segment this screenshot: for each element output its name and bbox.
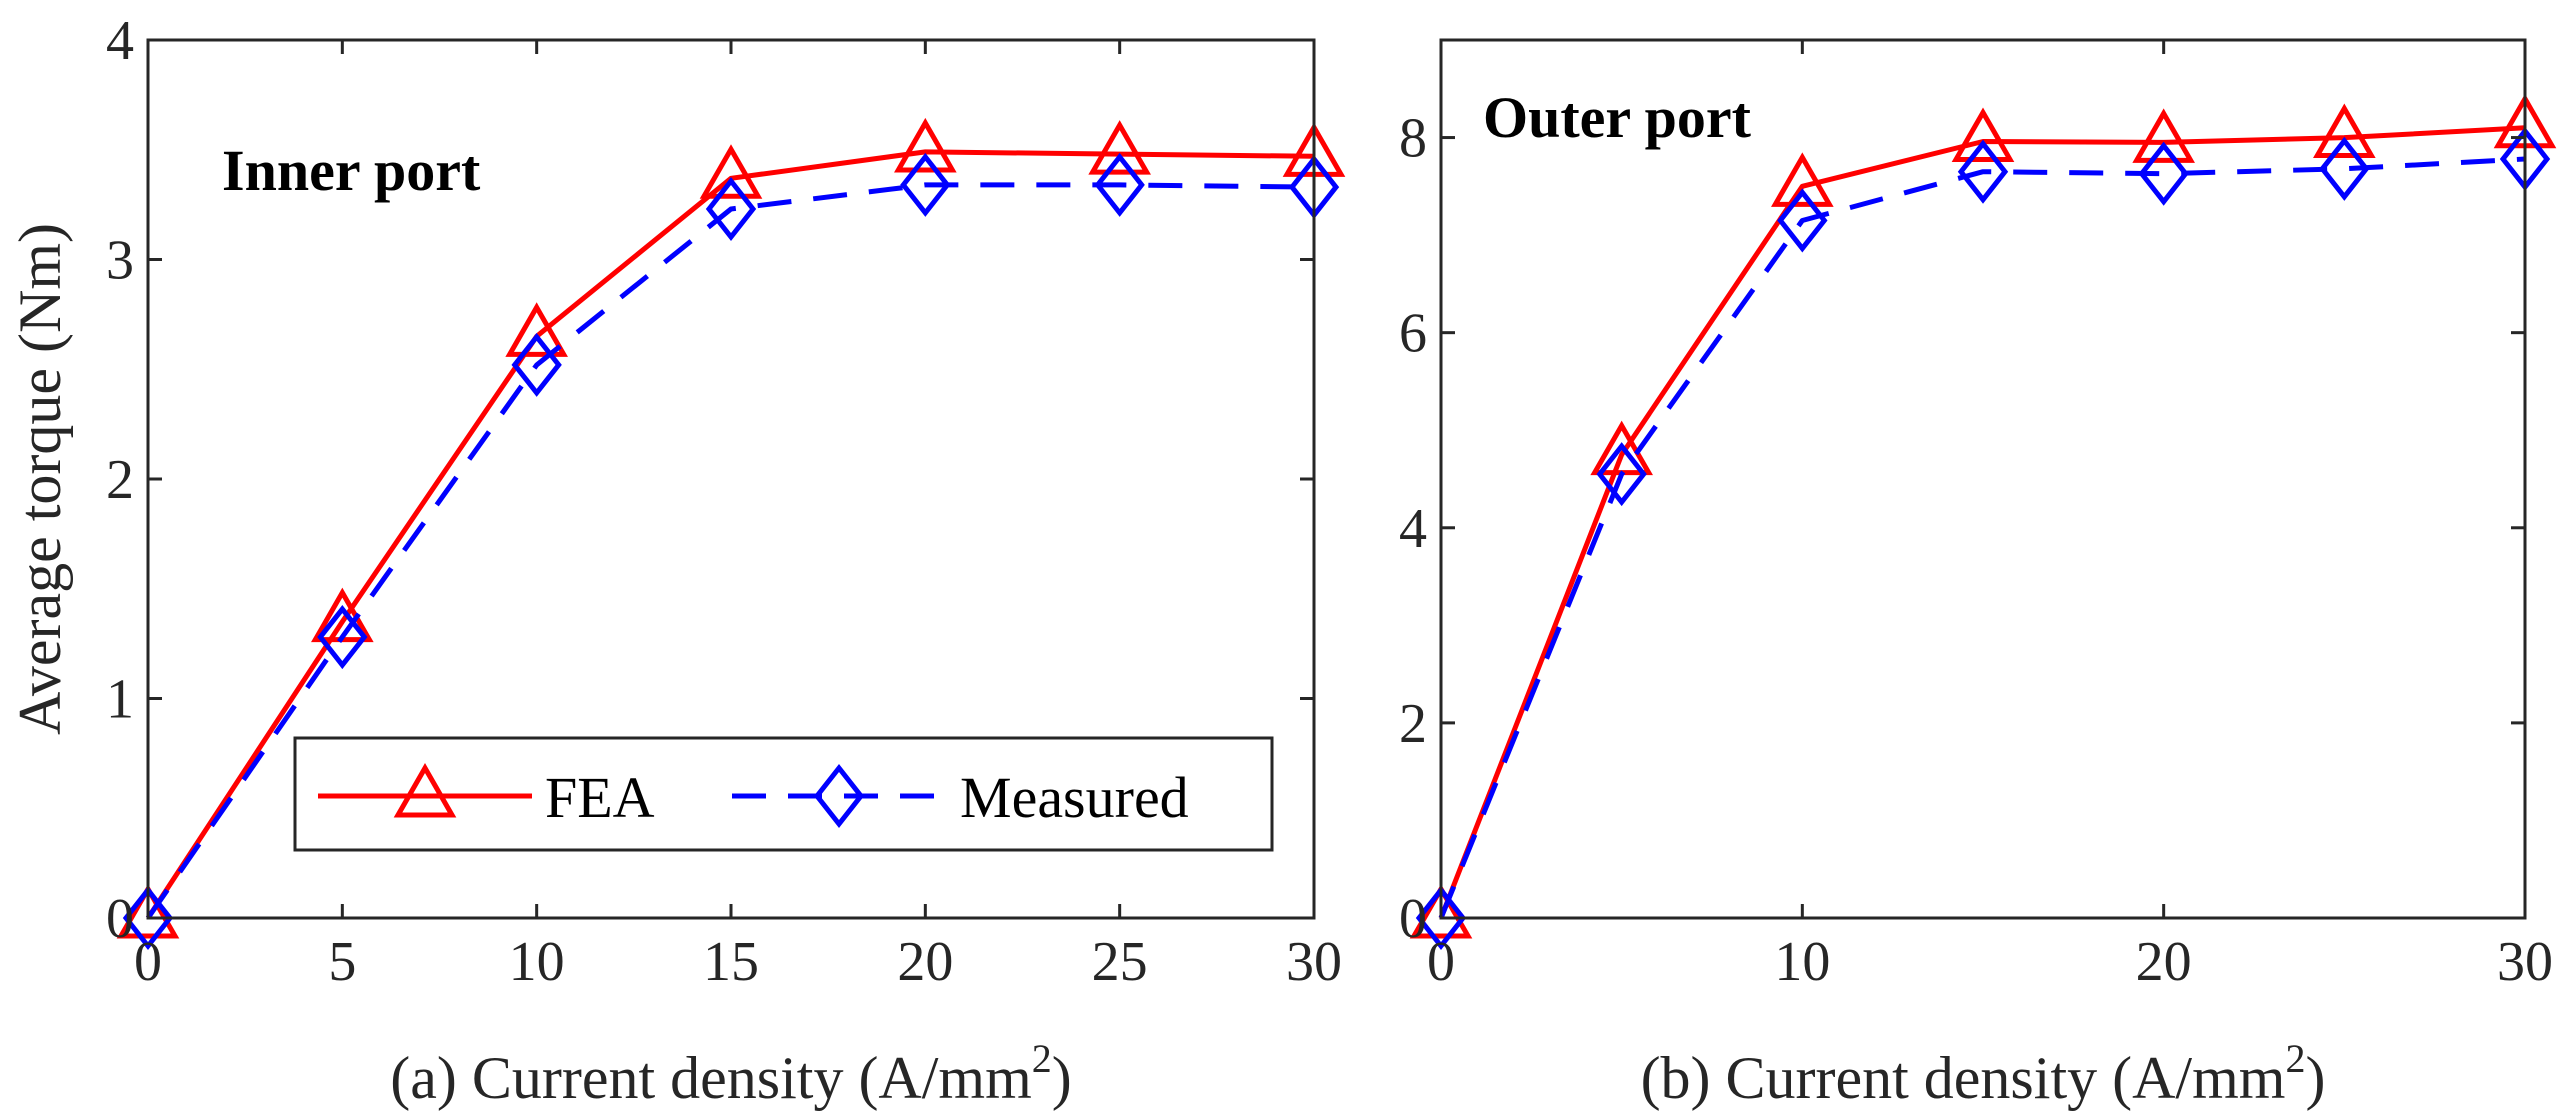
panel-b-y-tick-label: 4	[1399, 498, 1427, 560]
panel-a-measured-diamond-marker	[1094, 152, 1145, 217]
panel-a-annotation: Inner port	[222, 138, 481, 203]
panel-a-y-tick-label: 0	[106, 888, 134, 950]
panel-a-fea-triangle-marker	[699, 144, 763, 199]
legend: FEA Measured	[293, 736, 1274, 852]
panel-b-outer-port: 0 10 20 30 0 2 4 6 8 Outer port (b) Current dens…	[1399, 38, 2557, 1111]
panel-a-fea-triangle-marker	[1088, 120, 1151, 175]
panel-a-x-tick-label: 15	[703, 931, 759, 993]
legend-measured-label: Measured	[960, 765, 1189, 830]
panel-a-y-tick-label: 1	[106, 669, 134, 731]
panel-b-x-tick-label: 10	[1774, 931, 1830, 993]
panel-b-fea-triangle-marker	[1771, 152, 1834, 207]
panel-a-x-axis-label: (a) Current density (A/mm2)	[390, 1036, 1072, 1111]
panel-b-x-axis-label-end: )	[2305, 1045, 2325, 1111]
panel-b-measured-diamond-marker	[2319, 136, 2370, 201]
panel-a-fea-triangle-marker	[505, 302, 568, 357]
panel-b-x-axis-label-superscript: 2	[2285, 1036, 2305, 1081]
panel-b-measured-diamond-marker	[1596, 442, 1647, 507]
panel-b-y-tick-label: 6	[1399, 303, 1427, 365]
panel-a-x-axis-label-main: (a) Current density (A/mm	[390, 1045, 1032, 1111]
panel-b-ticks: 0 10 20 30 0 2 4 6 8	[1399, 40, 2553, 993]
panel-a-x-tick-label: 10	[509, 931, 565, 993]
panel-b-x-axis-label-main: (b) Current density (A/mm	[1641, 1045, 2286, 1111]
panel-a-fea-triangle-marker	[116, 883, 180, 939]
panel-b-y-tick-label: 8	[1399, 108, 1427, 170]
panel-a-measured-diamond-marker	[122, 885, 174, 951]
panel-a-x-tick-label: 20	[897, 931, 953, 993]
panel-a-y-tick-label: 3	[106, 230, 134, 292]
panel-a-x-axis-label-superscript: 2	[1032, 1036, 1052, 1081]
panel-b-measured-diamond-marker	[1957, 139, 2009, 204]
panel-b-fea-triangle-marker	[1409, 883, 1473, 939]
panel-a-measured-diamond-marker	[317, 604, 368, 670]
panel-b-fea-triangle-marker	[2132, 108, 2195, 163]
panel-a-y-tick-label: 4	[106, 10, 134, 72]
panel-a-inner-port: 0 5 10 15 20 25 30 0 1 2 3 4 Inner port Average tor…	[7, 10, 1346, 1111]
panel-a-y-axis-label: Average torque (Nm)	[7, 223, 73, 735]
panel-b-measured-diamond-marker	[1415, 885, 1467, 951]
panel-b-plot-frame	[1439, 38, 2527, 920]
legend-fea-triangle-marker	[393, 762, 457, 818]
panel-a-ticks: 0 5 10 15 20 25 30 0 1 2 3 4	[106, 10, 1342, 993]
panel-b-fea-triangle-marker	[1951, 107, 2015, 162]
panel-b-measured-diamond-marker	[1777, 188, 1828, 253]
panel-b-series-layer	[1409, 93, 2557, 951]
panel-a-x-axis-label-end: )	[1052, 1045, 1072, 1111]
panel-b-y-tick-label: 0	[1399, 888, 1427, 950]
panel-a-x-tick-label: 25	[1092, 931, 1148, 993]
panel-a-y-tick-label: 2	[106, 449, 134, 511]
panel-a-x-tick-label: 5	[328, 931, 356, 993]
panel-b-measured-diamond-marker	[2138, 141, 2189, 206]
panel-a-measured-line	[145, 182, 1315, 920]
panel-b-x-tick-label: 20	[2136, 931, 2192, 993]
panel-b-annotation: Outer port	[1483, 85, 1752, 150]
panel-b-y-tick-label: 2	[1399, 693, 1427, 755]
panel-b-x-tick-label: 0	[1427, 931, 1455, 993]
panel-a-measured-diamond-marker	[511, 332, 562, 397]
panel-b-measured-line	[1438, 156, 2526, 919]
panel-b-fea-triangle-marker	[2313, 103, 2376, 159]
panel-b-x-tick-label: 30	[2497, 931, 2553, 993]
legend-fea-label: FEA	[545, 765, 655, 830]
panel-a-x-tick-label: 30	[1286, 931, 1342, 993]
panel-b-x-axis-label: (b) Current density (A/mm2)	[1641, 1036, 2326, 1111]
legend-measured-diamond-marker	[813, 763, 865, 829]
panel-a-measured-diamond-marker	[705, 176, 757, 242]
panel-a-x-tick-label: 0	[134, 931, 162, 993]
panel-a-fea-triangle-marker	[894, 117, 957, 173]
panel-b-fea-line	[1438, 125, 2526, 919]
panel-a-series-layer	[116, 117, 1346, 951]
panel-a-measured-diamond-marker	[900, 152, 951, 217]
